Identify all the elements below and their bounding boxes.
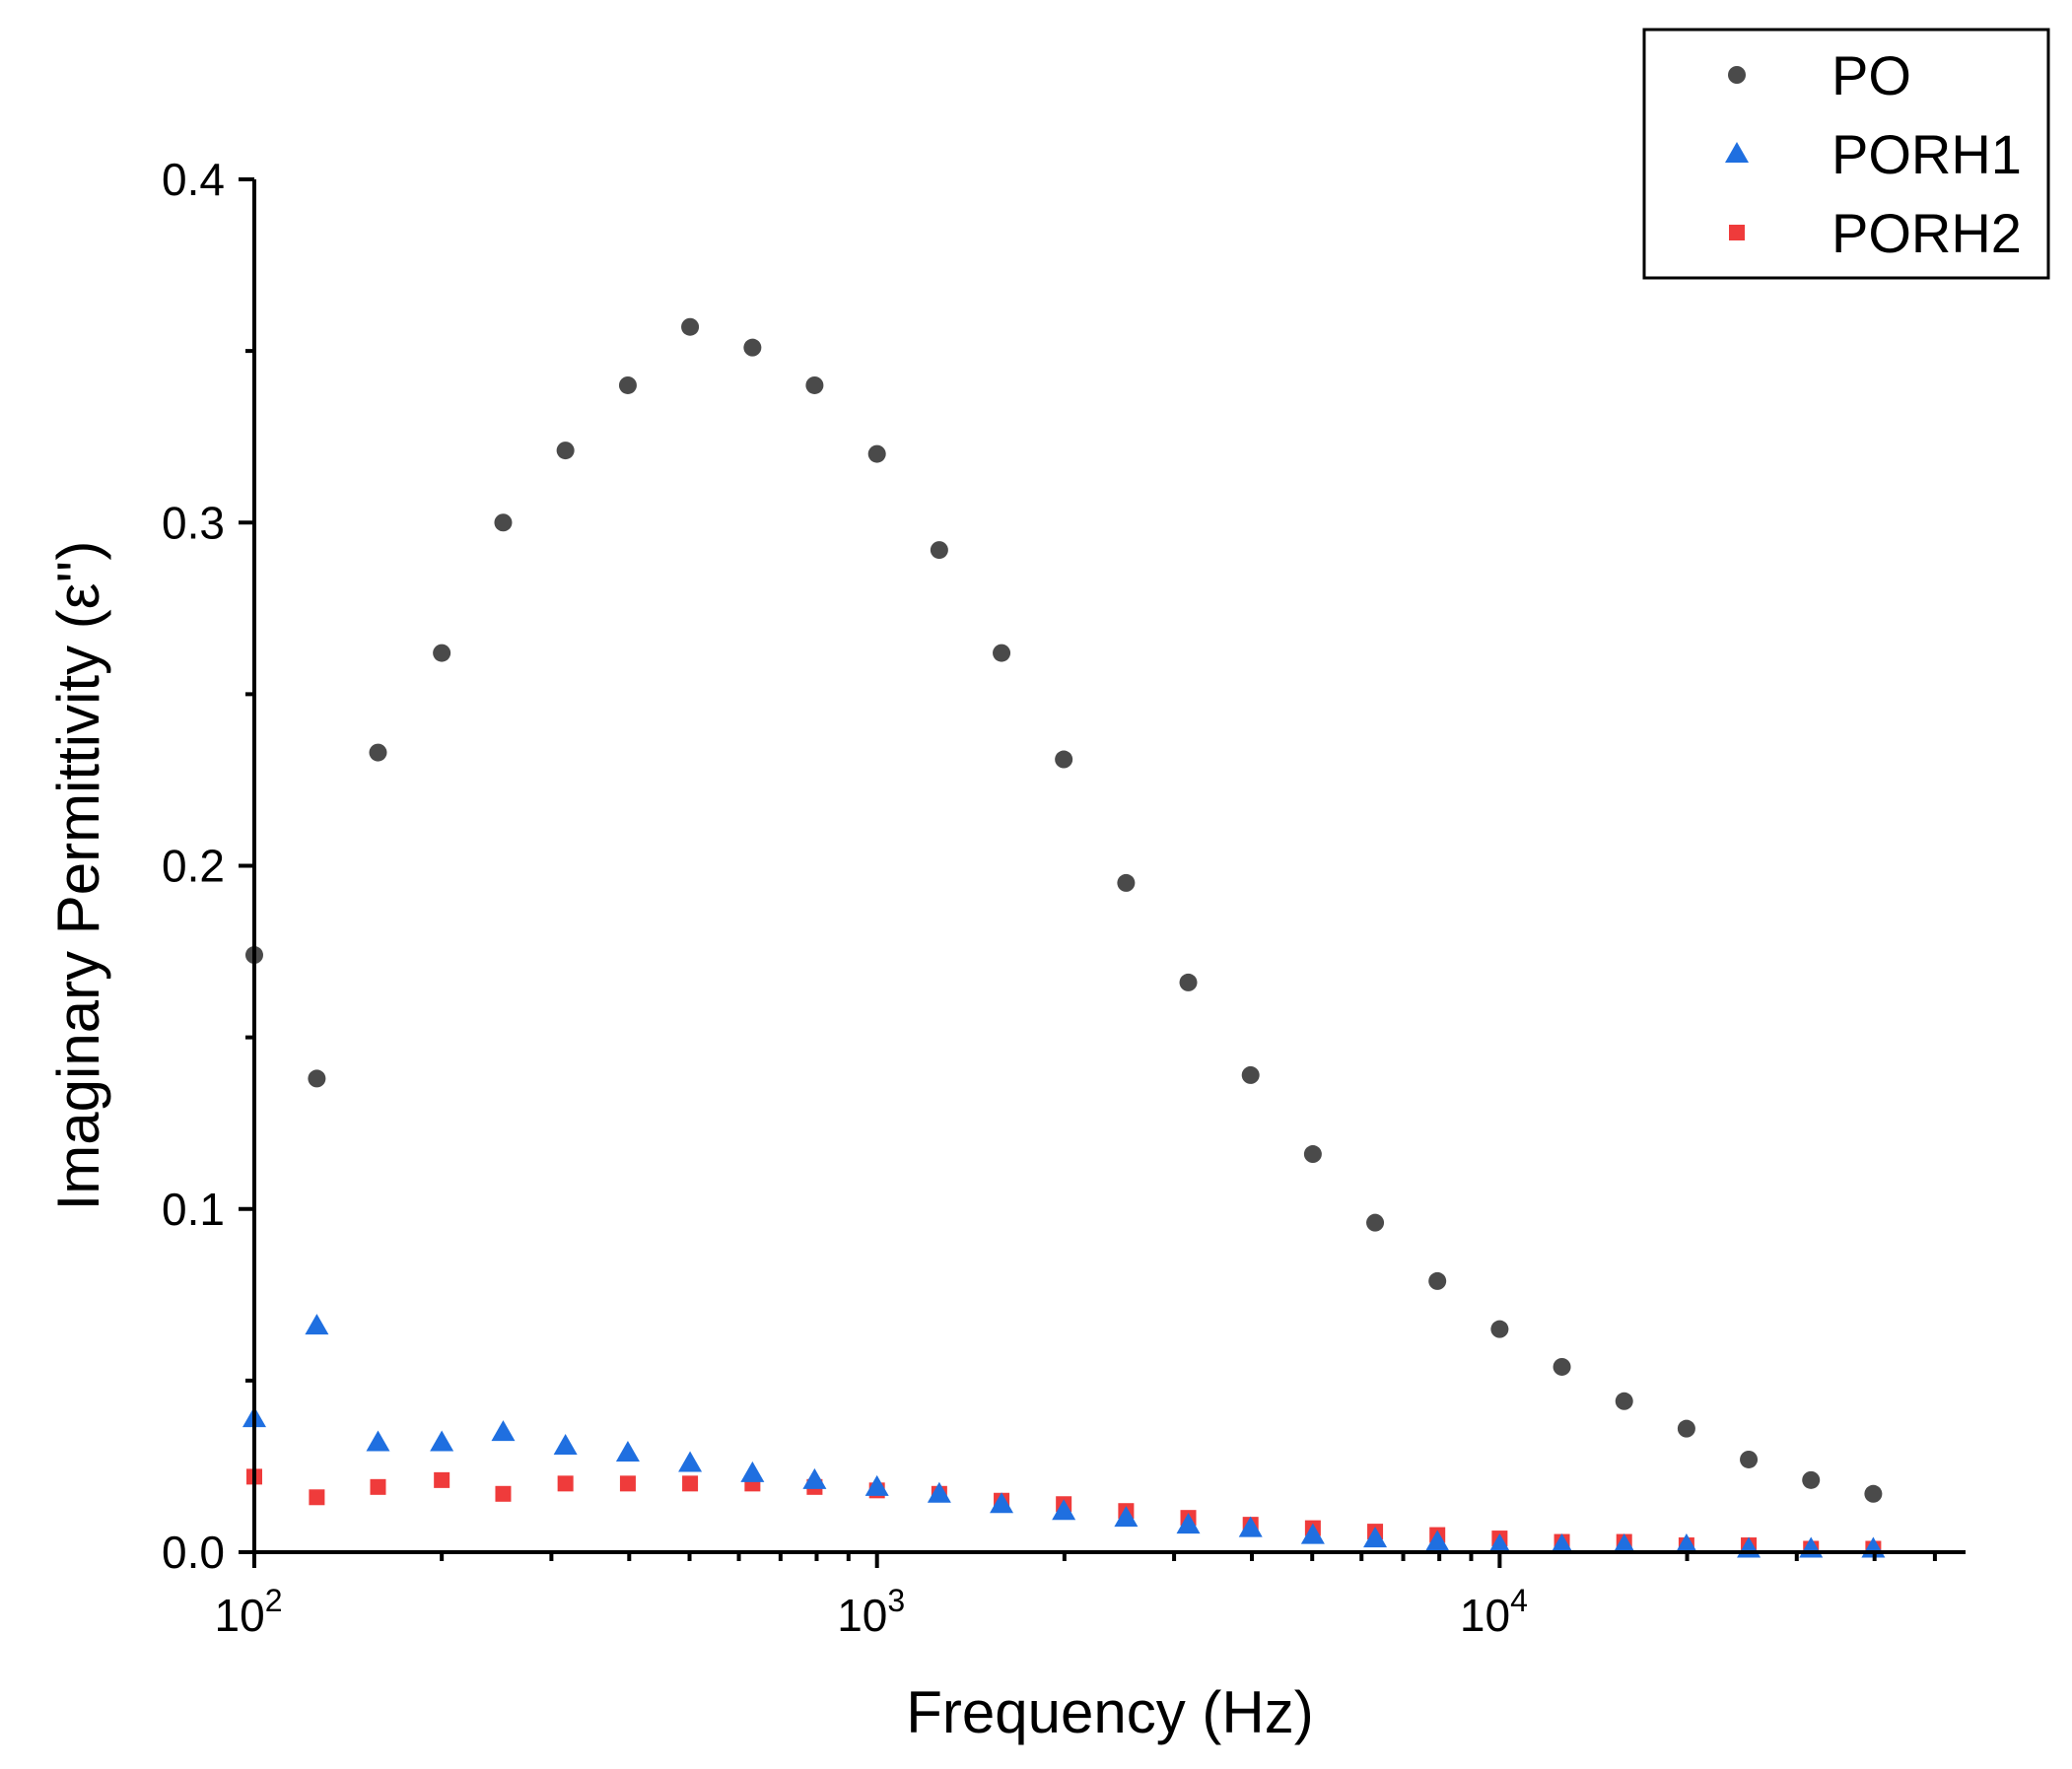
y-tick-label: 0.4 bbox=[162, 154, 225, 205]
y-axis-title: Imaginary Permittivity (ε'') bbox=[45, 541, 111, 1211]
x-axis-title: Frequency (Hz) bbox=[906, 1679, 1313, 1745]
porh2-point bbox=[309, 1489, 325, 1506]
porh2-point bbox=[495, 1485, 512, 1502]
porh1-point bbox=[678, 1451, 703, 1472]
porh2-point bbox=[434, 1471, 450, 1488]
porh1-point bbox=[740, 1461, 765, 1482]
x-tick-label: 104 bbox=[1460, 1583, 1528, 1641]
porh1-point bbox=[615, 1441, 640, 1463]
porh1-point bbox=[927, 1481, 951, 1503]
porh1-point bbox=[305, 1314, 329, 1335]
y-tick-label: 0.0 bbox=[162, 1527, 225, 1578]
porh2-point bbox=[370, 1478, 386, 1495]
x-tick-label: 102 bbox=[215, 1583, 283, 1641]
po-point bbox=[1303, 1145, 1322, 1164]
porh2-point bbox=[619, 1475, 636, 1492]
po-point bbox=[681, 317, 700, 336]
legend-marker-porh1 bbox=[1725, 142, 1749, 163]
po-point bbox=[1428, 1271, 1447, 1290]
po-point bbox=[556, 442, 575, 460]
porh2-point bbox=[557, 1475, 574, 1492]
porh1-point bbox=[1363, 1527, 1388, 1548]
po-point bbox=[433, 644, 451, 662]
po-point bbox=[1677, 1419, 1695, 1438]
porh1-point bbox=[366, 1430, 390, 1452]
porh1-point bbox=[864, 1474, 889, 1496]
porh1-point bbox=[1300, 1523, 1325, 1544]
po-point bbox=[1490, 1320, 1509, 1338]
porh1-point bbox=[430, 1430, 454, 1452]
porh1-point bbox=[802, 1467, 827, 1489]
po-point bbox=[1055, 750, 1073, 769]
po-point bbox=[1553, 1357, 1571, 1376]
po-point bbox=[930, 541, 948, 560]
po-point bbox=[1615, 1392, 1633, 1410]
porh1-point bbox=[990, 1492, 1014, 1514]
porh1-point bbox=[1487, 1533, 1512, 1555]
porh1-point bbox=[1674, 1533, 1698, 1555]
y-tick-label: 0.2 bbox=[162, 841, 225, 892]
po-point bbox=[494, 513, 513, 532]
porh1-point bbox=[1425, 1530, 1450, 1551]
po-point bbox=[805, 375, 824, 394]
porh1-point bbox=[1550, 1533, 1574, 1555]
po-point bbox=[308, 1069, 326, 1088]
legend: PO PORH1 PORH2 bbox=[1642, 28, 2050, 280]
porh1-point bbox=[553, 1434, 578, 1456]
porh1-point bbox=[1052, 1499, 1076, 1521]
po-point bbox=[369, 743, 387, 762]
po-point bbox=[1241, 1065, 1260, 1084]
y-tick-label: 0.3 bbox=[162, 497, 225, 548]
legend-label-po: PO bbox=[1831, 44, 1911, 106]
legend-label-porh1: PORH1 bbox=[1831, 123, 2022, 185]
porh2-point bbox=[682, 1475, 699, 1492]
x-tick-label: 103 bbox=[837, 1583, 905, 1641]
y-tick-label: 0.1 bbox=[162, 1184, 225, 1235]
porh1-point bbox=[1114, 1506, 1139, 1528]
po-point bbox=[1366, 1213, 1385, 1232]
legend-label-porh2: PORH2 bbox=[1831, 202, 2022, 264]
po-point bbox=[1864, 1484, 1883, 1503]
po-point bbox=[993, 644, 1011, 662]
porh1-point bbox=[491, 1420, 516, 1442]
po-point bbox=[743, 338, 762, 357]
po-point bbox=[1179, 973, 1198, 991]
porh1-point bbox=[1176, 1513, 1201, 1534]
legend-marker-porh2 bbox=[1729, 225, 1745, 240]
po-point bbox=[1802, 1470, 1821, 1489]
po-point bbox=[1117, 873, 1136, 892]
legend-marker-po bbox=[1728, 66, 1746, 84]
po-point bbox=[618, 375, 637, 394]
porh1-point bbox=[1238, 1516, 1263, 1537]
legend-box bbox=[1642, 28, 2050, 280]
series-po bbox=[245, 317, 1883, 1503]
axes: 0.0 0.1 0.2 0.3 0.4 102 103 104 bbox=[162, 154, 1966, 1641]
po-point bbox=[1740, 1450, 1759, 1468]
porh1-point bbox=[1612, 1533, 1636, 1555]
po-point bbox=[867, 444, 886, 463]
